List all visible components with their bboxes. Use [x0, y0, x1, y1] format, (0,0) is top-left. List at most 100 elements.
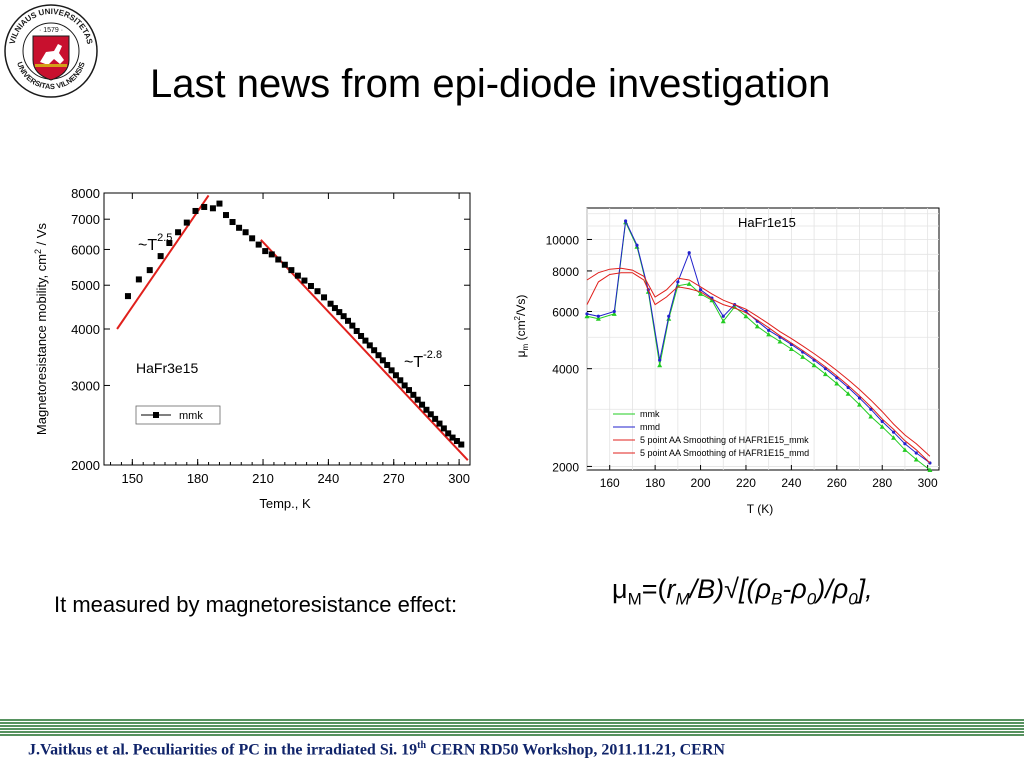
data-point	[676, 280, 680, 284]
data-point	[166, 240, 173, 247]
x-tick-label: 220	[736, 476, 756, 490]
data-point	[845, 391, 851, 396]
sample-label: HaFr3e15	[136, 360, 198, 376]
data-point	[216, 200, 223, 207]
data-point	[175, 229, 182, 236]
legend-label: mmk	[179, 410, 203, 422]
y-tick-label: 5000	[71, 278, 100, 293]
mobility-formula: μM=(rM/B)√[(ρB-ρ0)/ρ0],	[612, 574, 873, 609]
x-tick-label: 150	[121, 471, 143, 486]
data-point	[595, 316, 601, 321]
knight-icon	[40, 44, 64, 65]
data-point	[868, 413, 874, 419]
data-point	[767, 328, 771, 332]
data-point	[281, 261, 288, 268]
y-tick-label: 4000	[552, 363, 579, 377]
data-point	[811, 362, 817, 368]
data-point	[667, 314, 671, 318]
logo-year: · 1579 ·	[39, 27, 63, 34]
data-point	[135, 276, 142, 283]
data-point	[340, 313, 347, 320]
data-point	[229, 219, 236, 226]
data-point	[192, 207, 199, 214]
data-point	[891, 435, 897, 440]
y-tick-label: 4000	[71, 322, 100, 337]
y-tick-label: 2000	[552, 460, 579, 474]
data-point	[709, 297, 715, 303]
fit-line	[116, 194, 210, 330]
legend-label-smooth-mmk: 5 point AA Smoothing of HAFR1E15_mmk	[640, 435, 809, 445]
data-point	[124, 293, 131, 300]
data-point	[902, 447, 908, 452]
data-point	[406, 387, 412, 394]
data-point	[314, 288, 321, 295]
data-point	[379, 357, 386, 364]
data-point	[371, 347, 378, 354]
y-tick-label: 2000	[71, 458, 100, 473]
x-tick-label: 270	[383, 471, 405, 486]
data-point	[698, 291, 704, 296]
data-point	[157, 253, 164, 260]
data-point	[879, 424, 885, 429]
data-point	[777, 339, 783, 344]
data-point	[392, 372, 399, 379]
x-axis-label: T (K)	[747, 502, 773, 516]
y-tick-label: 6000	[71, 242, 100, 257]
y-tick-label: 7000	[71, 212, 100, 227]
data-point	[698, 288, 703, 292]
data-point	[635, 243, 639, 247]
data-point	[754, 323, 760, 329]
data-point	[410, 391, 417, 398]
data-point	[301, 277, 308, 284]
x-tick-label: 180	[645, 476, 665, 490]
data-point	[449, 434, 456, 441]
data-point	[445, 430, 452, 437]
y-tick-label: 6000	[552, 306, 579, 320]
x-tick-label: 160	[600, 476, 620, 490]
data-point	[880, 419, 884, 424]
x-tick-label: 300	[448, 471, 470, 486]
data-point	[596, 314, 600, 318]
data-point	[584, 313, 590, 319]
data-point	[294, 272, 301, 279]
data-point	[262, 248, 269, 255]
data-point	[146, 267, 153, 274]
data-point	[331, 305, 338, 312]
data-point	[201, 203, 208, 210]
data-point	[236, 224, 243, 231]
legend: mmk	[135, 405, 221, 425]
data-point	[242, 229, 249, 236]
data-point	[891, 430, 896, 434]
y-axis-label: μm (cm2/Vs)	[513, 295, 530, 358]
data-point	[822, 371, 828, 377]
data-point	[358, 332, 365, 339]
data-point	[307, 283, 314, 290]
data-point	[419, 401, 426, 408]
data-point	[440, 425, 447, 432]
data-point	[611, 311, 617, 316]
data-point	[327, 300, 334, 307]
data-point	[353, 327, 360, 334]
data-point	[743, 313, 749, 319]
data-point	[436, 420, 443, 427]
data-point	[766, 331, 772, 337]
data-point	[585, 312, 589, 316]
x-tick-label: 180	[187, 471, 209, 486]
data-point	[657, 362, 663, 368]
data-point	[913, 457, 919, 462]
data-point	[345, 317, 351, 324]
y-tick-label: 10000	[546, 233, 580, 247]
data-point	[288, 267, 295, 274]
data-point	[914, 451, 918, 455]
x-tick-label: 300	[918, 476, 938, 490]
footer-citation: J.Vaitkus et al. Peculiarities of PC in …	[28, 740, 725, 759]
data-point	[857, 402, 863, 407]
data-point	[658, 358, 662, 362]
x-tick-label: 260	[827, 476, 847, 490]
legend-label-mmd: mmd	[640, 422, 660, 432]
legend-box	[135, 405, 221, 425]
x-tick-label: 240	[781, 476, 801, 490]
data-point	[927, 467, 933, 472]
data-point	[834, 381, 840, 386]
data-point	[268, 251, 275, 258]
